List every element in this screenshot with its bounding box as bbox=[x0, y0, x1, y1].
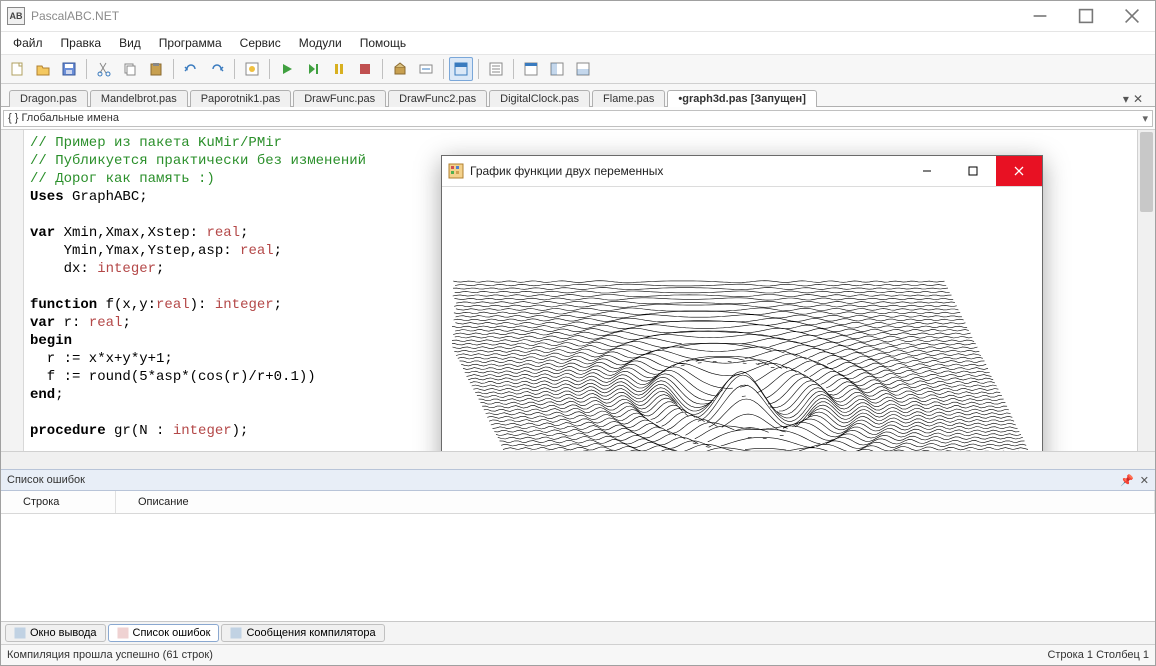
editor-gutter bbox=[1, 130, 24, 451]
stop-button[interactable] bbox=[353, 57, 377, 81]
graphics-close-button[interactable] bbox=[996, 156, 1042, 186]
props-button[interactable] bbox=[240, 57, 264, 81]
graphics-maximize-button[interactable] bbox=[950, 156, 996, 186]
menu-модули[interactable]: Модули bbox=[291, 34, 350, 52]
menubar: ФайлПравкаВидПрограммаСервисМодулиПомощь bbox=[1, 32, 1155, 55]
document-tab[interactable]: DigitalClock.pas bbox=[489, 90, 590, 107]
copy-button[interactable] bbox=[118, 57, 142, 81]
graphics-canvas bbox=[442, 187, 1042, 451]
new-button[interactable] bbox=[5, 57, 29, 81]
document-tab[interactable]: Paporotnik1.pas bbox=[190, 90, 292, 107]
redo-button[interactable] bbox=[205, 57, 229, 81]
vertical-scrollbar[interactable] bbox=[1137, 130, 1155, 451]
scope-text: Глобальные имена bbox=[21, 112, 119, 124]
toolbar bbox=[1, 55, 1155, 84]
bottom-tab[interactable]: Список ошибок bbox=[108, 624, 220, 642]
document-tab[interactable]: DrawFunc2.pas bbox=[388, 90, 487, 107]
graphics-minimize-button[interactable] bbox=[904, 156, 950, 186]
statusbar: Компиляция прошла успешно (61 строк) Стр… bbox=[1, 644, 1155, 665]
app-title: PascalABC.NET bbox=[31, 9, 1017, 23]
panel-close-icon[interactable]: ✕ bbox=[1140, 474, 1149, 487]
titlebar: AB PascalABC.NET bbox=[1, 1, 1155, 32]
status-left: Компиляция прошла успешно (61 строк) bbox=[7, 649, 213, 661]
maximize-button[interactable] bbox=[1063, 1, 1109, 31]
errors-panel-body: Строка Описание bbox=[1, 491, 1155, 621]
document-tabstrip: Dragon.pasMandelbrot.pasPaporotnik1.pasD… bbox=[1, 84, 1155, 107]
paste-button[interactable] bbox=[144, 57, 168, 81]
bottom-tab[interactable]: Окно вывода bbox=[5, 624, 106, 642]
document-tab[interactable]: DrawFunc.pas bbox=[293, 90, 386, 107]
menu-файл[interactable]: Файл bbox=[5, 34, 51, 52]
panel-pin-icon[interactable]: 📌 bbox=[1120, 474, 1134, 487]
step-button[interactable] bbox=[301, 57, 325, 81]
errors-panel-header: Список ошибок 📌 ✕ bbox=[1, 469, 1155, 491]
graphics-titlebar: График функции двух переменных bbox=[442, 156, 1042, 187]
menu-правка[interactable]: Правка bbox=[53, 34, 110, 52]
chevron-down-icon: ▾ bbox=[1142, 112, 1148, 125]
scope-combobox[interactable]: { } Глобальные имена ▾ bbox=[3, 110, 1153, 127]
errors-panel-title: Список ошибок bbox=[7, 474, 85, 486]
undo-button[interactable] bbox=[179, 57, 203, 81]
tab-overflow-dropdown[interactable]: ▾ bbox=[1123, 92, 1129, 106]
document-tab[interactable]: Mandelbrot.pas bbox=[90, 90, 188, 107]
layout-button[interactable] bbox=[449, 57, 473, 81]
menu-сервис[interactable]: Сервис bbox=[232, 34, 289, 52]
save-button[interactable] bbox=[57, 57, 81, 81]
close-button[interactable] bbox=[1109, 1, 1155, 31]
run-button[interactable] bbox=[275, 57, 299, 81]
main-window: AB PascalABC.NET ФайлПравкаВидПрограммаС… bbox=[0, 0, 1156, 666]
document-tab[interactable]: Flame.pas bbox=[592, 90, 665, 107]
cut-button[interactable] bbox=[92, 57, 116, 81]
menu-программа[interactable]: Программа bbox=[151, 34, 230, 52]
bottom-tab[interactable]: Сообщения компилятора bbox=[221, 624, 384, 642]
app-icon: AB bbox=[7, 7, 25, 25]
bottom-tabstrip: Окно выводаСписок ошибокСообщения компил… bbox=[1, 621, 1155, 644]
minimize-button[interactable] bbox=[1017, 1, 1063, 31]
document-tab[interactable]: •graph3d.pas [Запущен] bbox=[667, 90, 816, 107]
scope-icon: { } bbox=[8, 112, 18, 124]
errors-col-line[interactable]: Строка bbox=[1, 491, 116, 513]
win3-button[interactable] bbox=[571, 57, 595, 81]
errors-col-desc[interactable]: Описание bbox=[116, 491, 1155, 513]
menu-вид[interactable]: Вид bbox=[111, 34, 149, 52]
tab-close-button[interactable]: ✕ bbox=[1133, 92, 1143, 106]
graphics-title: График функции двух переменных bbox=[470, 164, 904, 178]
menu-помощь[interactable]: Помощь bbox=[352, 34, 414, 52]
editor-area: // Пример из пакета KuMir/PMir// Публику… bbox=[1, 130, 1155, 451]
horizontal-scrollbar[interactable] bbox=[1, 451, 1155, 469]
graphics-app-icon bbox=[448, 163, 464, 179]
graphics-window: График функции двух переменных bbox=[441, 155, 1043, 451]
open-button[interactable] bbox=[31, 57, 55, 81]
scope-bar: { } Глобальные имена ▾ bbox=[1, 107, 1155, 130]
tasks-button[interactable] bbox=[484, 57, 508, 81]
build-button[interactable] bbox=[388, 57, 412, 81]
errors-columns: Строка Описание bbox=[1, 491, 1155, 514]
win2-button[interactable] bbox=[545, 57, 569, 81]
status-right: Строка 1 Столбец 1 bbox=[1047, 649, 1149, 661]
pause-button[interactable] bbox=[327, 57, 351, 81]
tabstrip-controls: ▾ ✕ bbox=[1123, 92, 1147, 106]
document-tab[interactable]: Dragon.pas bbox=[9, 90, 88, 107]
win1-button[interactable] bbox=[519, 57, 543, 81]
compile-button[interactable] bbox=[414, 57, 438, 81]
surface-plot bbox=[452, 197, 1032, 452]
